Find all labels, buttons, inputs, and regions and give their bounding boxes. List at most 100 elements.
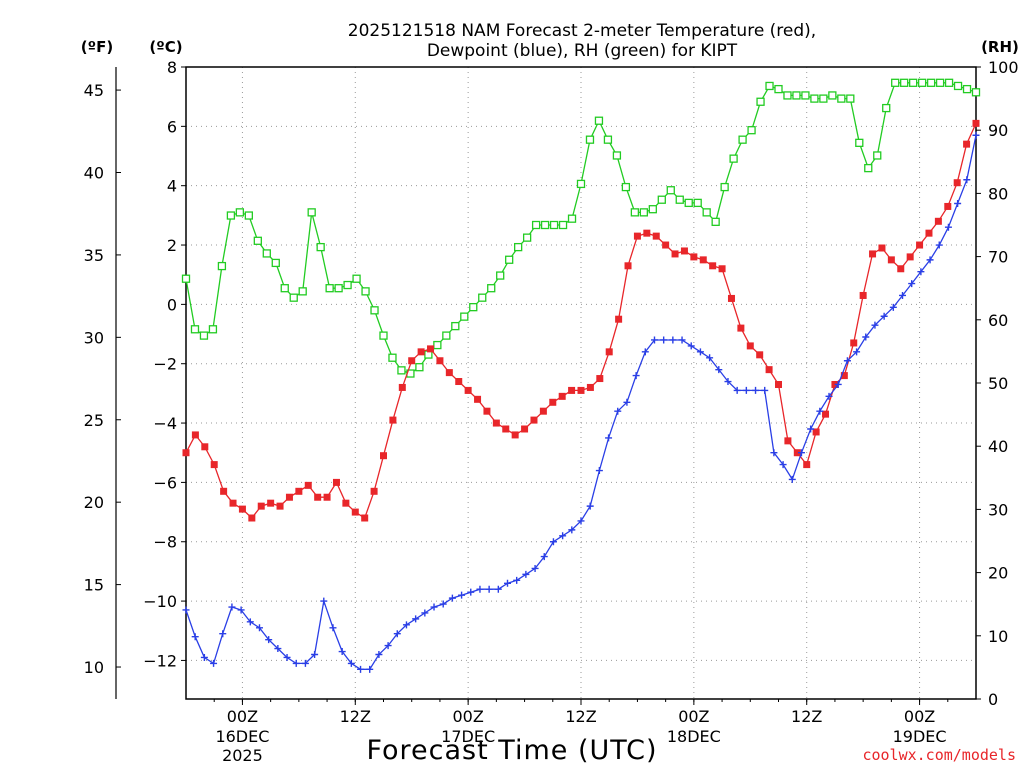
temperature-point	[944, 202, 952, 210]
dewpoint-point	[320, 597, 328, 605]
dewpoint-point	[522, 570, 530, 578]
temperature-point	[370, 487, 378, 495]
temperature-point	[521, 425, 529, 433]
celsius-tick-label: 6	[167, 117, 177, 136]
rh-point	[729, 154, 738, 163]
temperature-point	[295, 487, 303, 495]
temperature-point	[737, 324, 745, 332]
rh-point	[262, 249, 271, 258]
fahrenheit-tick-label: 15	[84, 576, 104, 595]
temperature-point	[765, 366, 773, 374]
rh-tick-label: 60	[988, 311, 1008, 330]
rh-tick-label: 100	[988, 58, 1019, 77]
temperature-point	[568, 386, 576, 394]
temperature-point	[436, 357, 444, 365]
dewpoint-point	[706, 354, 714, 362]
rh-point	[900, 78, 909, 87]
rh-point	[298, 287, 307, 296]
rh-point	[388, 353, 397, 362]
celsius-unit-label: (ºC)	[149, 38, 182, 56]
dewpoint-point	[228, 603, 236, 611]
temperature-point	[878, 244, 886, 252]
rh-point	[469, 303, 478, 312]
temperature-point	[775, 380, 782, 388]
temperature-point	[887, 256, 895, 264]
temperature-point	[643, 229, 651, 237]
rh-point	[774, 84, 783, 94]
dewpoint-series	[182, 131, 980, 673]
temperature-point	[963, 140, 971, 148]
dewpoint-point	[862, 333, 870, 341]
temperature-point	[812, 428, 820, 436]
temperature-point	[615, 315, 623, 323]
dewpoint-point	[274, 645, 282, 653]
temperature-point	[784, 437, 792, 445]
temperature-point	[220, 487, 228, 495]
x-tick-label: 12Z	[791, 707, 822, 726]
dewpoint-point	[439, 600, 447, 608]
dewpoint-point	[347, 659, 355, 667]
dewpoint-point	[494, 585, 502, 593]
dewpoint-point	[357, 665, 365, 673]
dewpoint-point	[504, 579, 512, 587]
dewpoint-point	[843, 357, 851, 365]
dewpoint-point	[191, 633, 199, 641]
rh-point	[846, 94, 855, 103]
dewpoint-point	[623, 398, 631, 406]
rh-point	[190, 325, 200, 334]
rh-point	[549, 220, 559, 230]
dewpoint-point	[742, 386, 750, 394]
temperature-point	[492, 419, 500, 427]
temperature-point	[897, 265, 905, 273]
dewpoint-point	[963, 176, 971, 184]
temperature-point	[445, 369, 453, 377]
celsius-tick-label: −4	[153, 414, 177, 433]
x-tick-date: 19DEC	[893, 727, 947, 746]
x-tick-label: 00Z	[452, 707, 483, 726]
dewpoint-point	[889, 303, 897, 311]
rh-point	[514, 242, 523, 252]
rh-point	[953, 81, 963, 91]
rh-point	[935, 78, 945, 87]
temperature-point	[633, 232, 641, 240]
rh-point	[244, 211, 253, 220]
dewpoint-point	[219, 630, 227, 638]
temperature-point	[718, 265, 726, 273]
rh-unit-label: (RH)	[981, 38, 1019, 56]
rh-point	[621, 182, 631, 192]
dewpoint-point	[650, 336, 658, 344]
dewpoint-point	[779, 461, 787, 469]
temperature-point	[850, 339, 858, 347]
rh-tick-label: 0	[988, 690, 998, 709]
rh-point	[711, 217, 720, 226]
x-tick-label: 00Z	[227, 707, 258, 726]
celsius-tick-label: −12	[143, 651, 177, 670]
dewpoint-point	[669, 336, 677, 344]
chart-title-line2: Dewpoint (blue), RH (green) for KIPT	[427, 41, 738, 61]
rh-point	[873, 151, 882, 160]
rh-point	[307, 208, 316, 217]
dewpoint-point	[485, 585, 493, 593]
temperature-point	[238, 505, 246, 513]
fahrenheit-tick-label: 40	[84, 163, 104, 182]
celsius-tick-label: 2	[167, 236, 177, 255]
rh-point	[828, 91, 837, 100]
rh-point	[702, 208, 711, 217]
dewpoint-point	[825, 392, 833, 400]
dewpoint-point	[200, 653, 208, 661]
dewpoint-point	[632, 372, 640, 380]
rh-tick-label: 50	[988, 374, 1008, 393]
rh-point	[540, 220, 550, 230]
rh-tick-label: 80	[988, 184, 1008, 203]
dewpoint-point	[678, 336, 686, 344]
temperature-point	[934, 217, 942, 225]
rh-point	[855, 138, 864, 147]
rh-point	[756, 97, 765, 106]
fahrenheit-tick-label: 35	[84, 246, 104, 265]
temperature-point	[427, 345, 435, 353]
rh-point	[675, 195, 684, 204]
temperature-point	[709, 262, 717, 270]
temperature-point	[285, 493, 293, 501]
temperature-point	[699, 256, 707, 264]
